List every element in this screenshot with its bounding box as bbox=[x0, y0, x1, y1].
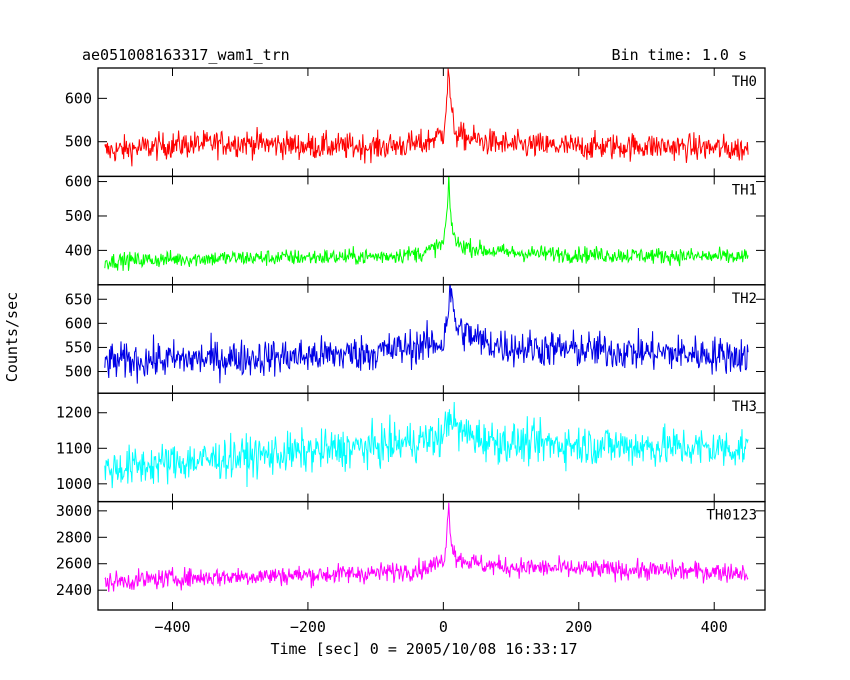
y-tick-label: 1000 bbox=[56, 475, 92, 493]
x-tick-label: −400 bbox=[154, 618, 190, 636]
y-tick-label: 500 bbox=[65, 133, 92, 151]
series-line-th3 bbox=[104, 401, 749, 489]
y-tick-label: 500 bbox=[65, 363, 92, 381]
panel-frame bbox=[97, 500, 766, 611]
series-line-th2 bbox=[104, 284, 749, 384]
y-axis-label: Counts/sec bbox=[3, 292, 21, 382]
panel-frame bbox=[97, 67, 766, 178]
chart-title: ae051008163317_wam1_trn bbox=[82, 46, 290, 64]
series-line-th1 bbox=[104, 176, 749, 271]
y-tick-label: 400 bbox=[65, 241, 92, 259]
y-tick-label: 2800 bbox=[56, 528, 92, 546]
y-tick-label: 500 bbox=[65, 207, 92, 225]
y-tick-label: 1200 bbox=[56, 404, 92, 422]
y-tick-label: 600 bbox=[65, 314, 92, 332]
panel-label-th0: TH0 bbox=[732, 74, 757, 90]
y-tick-label: 550 bbox=[65, 338, 92, 356]
panel-th0123: 2400 2600 2800 3000 TH0123 bbox=[56, 500, 766, 611]
y-tick-label: 1100 bbox=[56, 439, 92, 457]
panel-th3: 1000 1100 1200 TH3 bbox=[56, 392, 766, 503]
y-tick-label: 3000 bbox=[56, 502, 92, 520]
panel-th1: 400 500 600 TH1 bbox=[65, 173, 766, 286]
panel-label-th3: TH3 bbox=[732, 399, 757, 415]
x-tick-label: 200 bbox=[565, 618, 592, 636]
y-tick-label: 600 bbox=[65, 89, 92, 107]
panel-frame bbox=[97, 175, 766, 286]
panel-th2: 500 550 600 650 TH2 bbox=[65, 284, 766, 394]
panels-group: 500 600 TH0 400 500 600 TH1 500 550 600 650 TH2 1000… bbox=[56, 67, 766, 636]
panel-label-th1: TH1 bbox=[732, 182, 757, 198]
x-axis-label: Time [sec] 0 = 2005/10/08 16:33:17 bbox=[270, 640, 577, 658]
panel-label-th0123: TH0123 bbox=[706, 508, 757, 524]
x-tick-label: 400 bbox=[701, 618, 728, 636]
bin-time-label: Bin time: 1.0 s bbox=[612, 46, 747, 64]
panel-label-th2: TH2 bbox=[732, 291, 757, 307]
series-line-th0 bbox=[104, 68, 749, 167]
x-tick-label: −200 bbox=[290, 618, 326, 636]
y-tick-label: 2600 bbox=[56, 555, 92, 573]
y-tick-label: 650 bbox=[65, 290, 92, 308]
y-tick-label: 600 bbox=[65, 173, 92, 191]
x-tick-label: 0 bbox=[439, 618, 448, 636]
panel-th0: 500 600 TH0 bbox=[65, 67, 766, 178]
y-tick-label: 2400 bbox=[56, 581, 92, 599]
series-line-th0123 bbox=[104, 502, 749, 592]
